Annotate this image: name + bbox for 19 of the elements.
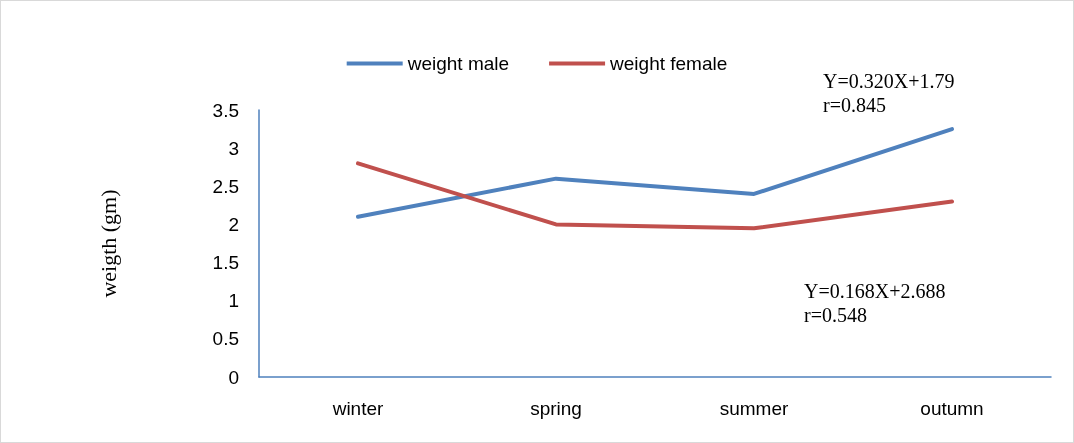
- x-tick-label: summer: [719, 398, 789, 419]
- legend-label: weight male: [406, 53, 510, 74]
- y-tick-label: 0.5: [212, 328, 239, 350]
- x-tick-label: spring: [530, 398, 582, 419]
- y-tick-label: 2: [228, 213, 239, 235]
- line-series: [356, 127, 954, 219]
- y-tick-label: 3: [228, 137, 239, 159]
- y-tick-label: 2.5: [212, 175, 239, 197]
- y-tick-label: 0: [228, 366, 239, 388]
- annotation: Y=0.320X+1.79 r=0.845: [823, 70, 955, 116]
- y-tick-label: 1.5: [212, 252, 239, 274]
- x-tick-label: outumn: [920, 398, 984, 419]
- y-tick-label: 3.5: [212, 99, 239, 121]
- annotation: Y=0.168X+2.688 r=0.548: [804, 280, 946, 326]
- legend-label: weight female: [609, 53, 728, 74]
- y-axis-title: weigth (gm): [95, 189, 121, 298]
- y-tick-label: 1: [228, 290, 239, 312]
- line-series: [356, 161, 954, 231]
- x-tick-label: winter: [331, 398, 385, 419]
